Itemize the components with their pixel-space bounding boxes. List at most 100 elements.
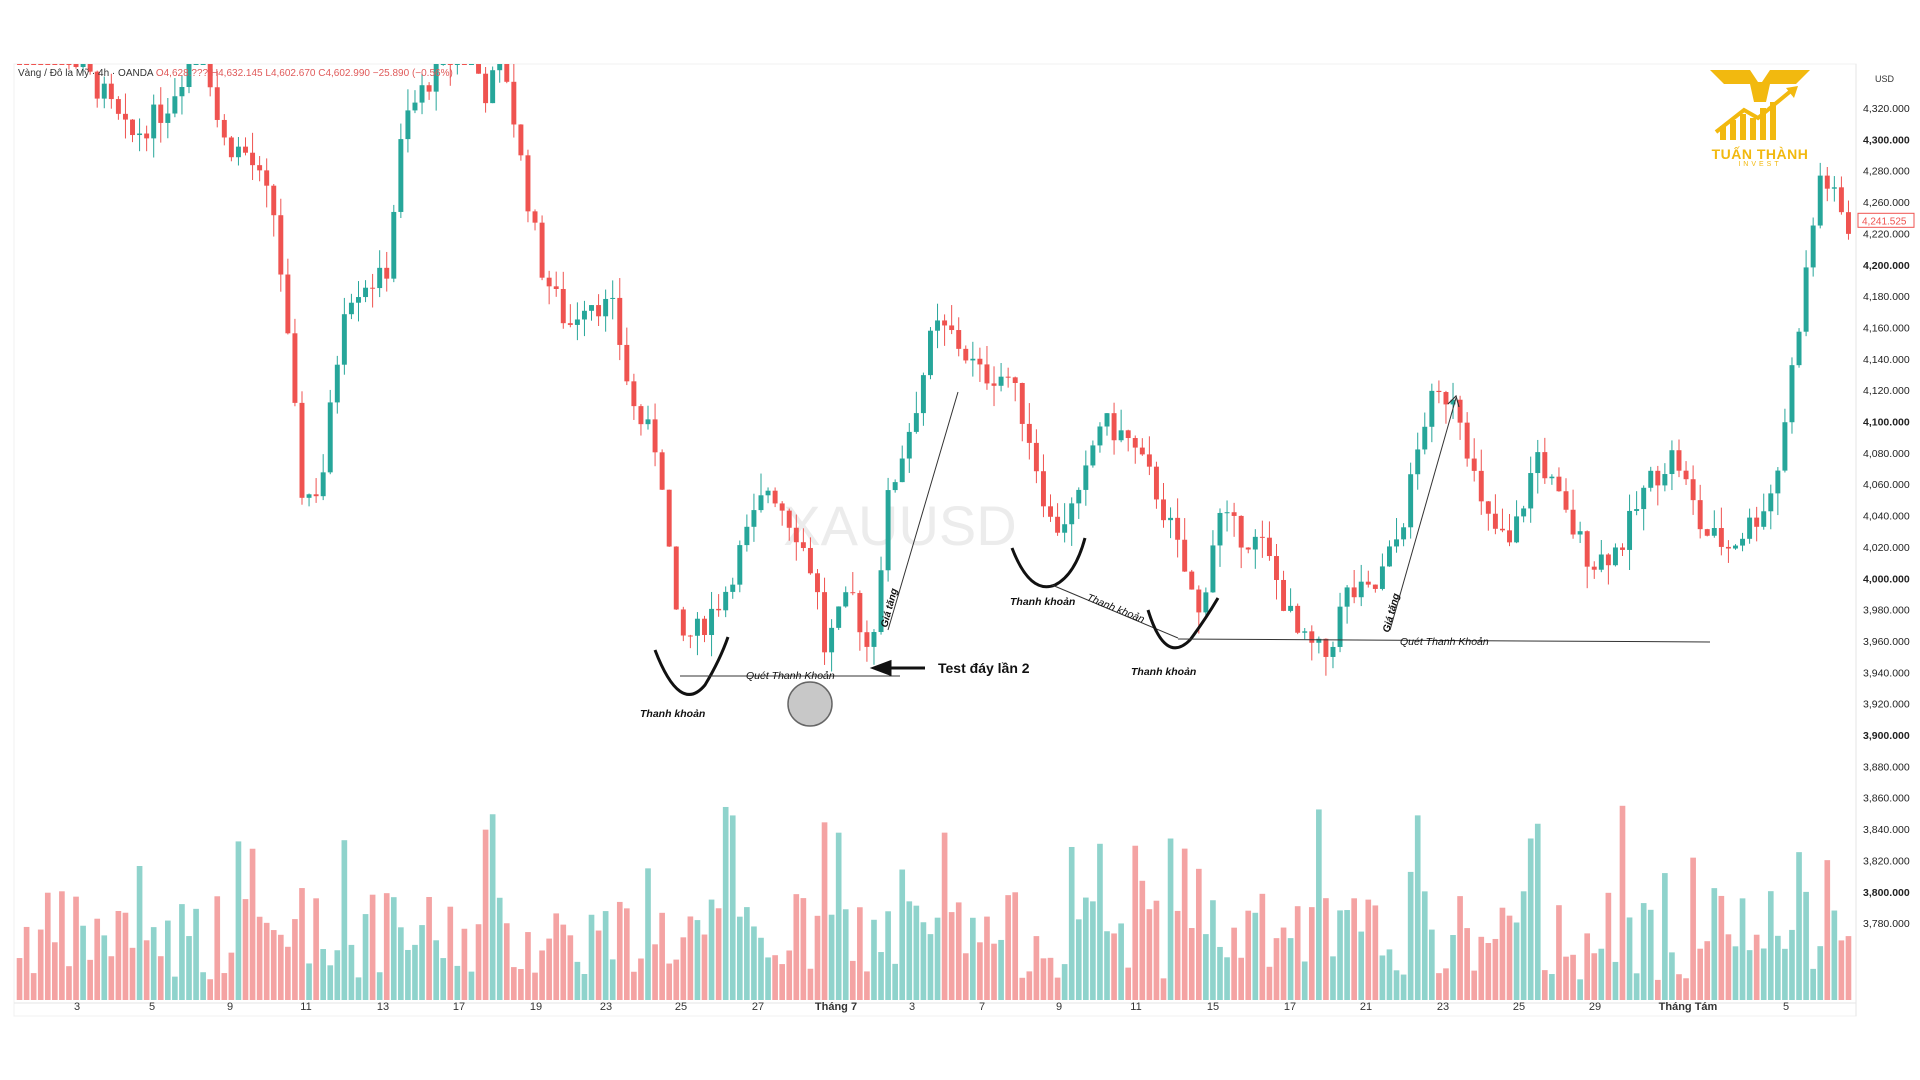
candle-body: [1648, 470, 1654, 488]
candle-body: [765, 490, 771, 496]
volume-bar: [744, 907, 750, 1000]
volume-bar: [503, 923, 510, 1000]
volume-bar: [518, 969, 524, 1000]
candle-body: [1768, 493, 1774, 512]
candle-body: [1302, 631, 1308, 633]
volume-bar: [164, 920, 171, 1000]
candle-body: [1394, 539, 1400, 547]
volume-bar: [355, 977, 362, 1000]
volume-bar: [1217, 946, 1223, 1000]
x-tick-label: 25: [1513, 1001, 1525, 1013]
volume-bar: [1294, 906, 1301, 1000]
candle-body: [1620, 547, 1625, 550]
candle-body: [1429, 390, 1435, 427]
volume-bar: [1047, 957, 1054, 1000]
candle-body: [271, 185, 277, 216]
y-tick-label: 4,040.000: [1863, 511, 1910, 523]
volume-bar: [1711, 888, 1718, 1000]
candle-body: [391, 211, 397, 279]
volume-bar: [369, 894, 376, 1000]
volume-bar: [1697, 948, 1704, 1000]
candle-body: [1281, 579, 1287, 611]
volume-bar: [1174, 910, 1181, 1000]
volume-bar: [1598, 948, 1605, 1000]
volume-bar: [66, 966, 72, 1000]
candle-body: [1132, 438, 1138, 448]
candle-body: [1245, 547, 1251, 550]
candle-body: [596, 305, 602, 317]
candle-body: [1570, 509, 1576, 535]
candle-body: [1019, 382, 1025, 424]
candle-body: [426, 85, 432, 92]
candle-body: [1401, 527, 1407, 540]
candle-body: [1845, 212, 1851, 234]
volume-bar: [955, 902, 962, 1000]
candle-body: [497, 64, 503, 71]
volume-bar: [857, 907, 863, 1000]
candle-body: [1725, 546, 1731, 549]
volume-bar: [913, 905, 920, 1000]
candle-body: [956, 330, 962, 349]
candle-body: [59, 64, 65, 65]
candle-body: [525, 155, 531, 212]
volume-bar: [1690, 857, 1696, 1000]
watermark: XAUUSD: [783, 494, 1016, 557]
candle-body: [878, 570, 884, 633]
candle-body: [709, 608, 715, 636]
legend-change: −25.890 (−0.56%): [372, 68, 453, 79]
candle-body: [850, 592, 856, 594]
candle-body: [45, 64, 51, 65]
liquidity-curve-2: [1010, 537, 1087, 589]
legend-close: C4,602.990: [318, 68, 370, 79]
volume-bar: [327, 965, 334, 1000]
x-tick-label: 21: [1360, 1001, 1372, 1013]
volume-bar: [616, 901, 623, 1000]
candle-body: [1584, 531, 1590, 567]
price-axis[interactable]: USD 4,320.000 4,300.000 4,280.000 4,260.000 4…: [1857, 74, 1915, 930]
candle-body: [115, 99, 121, 114]
candle-body: [1161, 499, 1166, 521]
volume-bar: [1082, 897, 1089, 1000]
volume-bar: [1358, 931, 1365, 1000]
y-tick-label: 3,900.000: [1863, 730, 1910, 742]
y-tick-label: 4,280.000: [1863, 166, 1910, 178]
x-tick-label: 3: [74, 1001, 80, 1013]
volume-bar: [701, 934, 708, 1000]
volume-bar: [468, 971, 475, 1000]
candle-body: [1563, 491, 1569, 510]
candle-body: [1775, 470, 1781, 494]
volume-bar: [1471, 970, 1478, 1000]
y-tick-label: 4,060.000: [1863, 479, 1910, 491]
volume-bar: [1605, 892, 1612, 1000]
volume-bar: [970, 917, 976, 1000]
candle-body: [348, 302, 354, 315]
candle-body: [158, 104, 164, 123]
test-arrow: [869, 659, 925, 677]
candle-body: [1838, 187, 1844, 213]
volume-bar: [758, 937, 764, 1000]
candle-body: [836, 606, 842, 628]
candle-body: [779, 503, 785, 511]
volume-bar: [1337, 910, 1343, 1000]
candle-body: [1683, 470, 1689, 480]
volume-bar: [729, 815, 736, 1000]
x-tick-label: 15: [1207, 1001, 1219, 1013]
volume-bar: [59, 891, 65, 1000]
volume-bar: [1591, 953, 1598, 1000]
candle-body: [101, 83, 107, 99]
candle-body: [1408, 474, 1414, 528]
volume-bar: [1344, 910, 1350, 1000]
volume-bar: [1330, 956, 1336, 1000]
volume-bar: [1817, 946, 1824, 1000]
candle-body: [815, 573, 820, 593]
candle-body: [1690, 479, 1696, 501]
time-axis[interactable]: 3 5 9 11 13 17 19 23 25 27 Tháng 7 3 7 9 11 15 17 21 23 25 2…: [74, 1001, 1789, 1013]
current-price-tag: [1857, 212, 1915, 228]
volume-bar: [1436, 973, 1442, 1000]
x-tick-label: 13: [377, 1001, 389, 1013]
candle-body: [758, 495, 764, 511]
candle-body: [370, 287, 376, 289]
candle-body: [1627, 510, 1633, 550]
volume-bar: [1669, 952, 1675, 1000]
